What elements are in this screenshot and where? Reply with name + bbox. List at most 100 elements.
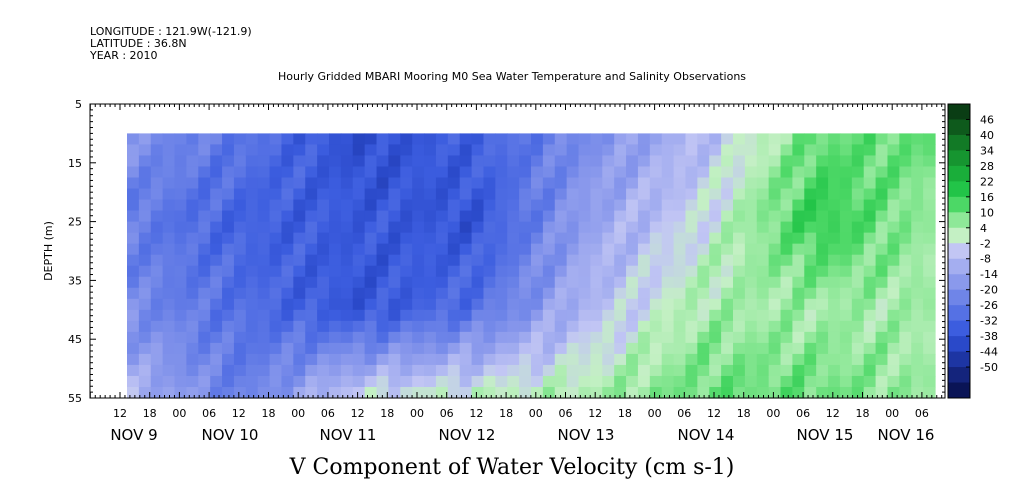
heatmap-cell (590, 331, 603, 344)
heatmap-cell (614, 133, 627, 146)
heatmap-cell (150, 188, 164, 201)
heatmap-cell (685, 287, 698, 300)
heatmap-cell (186, 199, 199, 212)
heatmap-cell (364, 353, 378, 366)
heatmap-cell (222, 342, 235, 355)
heatmap-cell (626, 353, 639, 366)
heatmap-cell (257, 375, 271, 388)
heatmap-cell (590, 276, 603, 289)
heatmap-cell (269, 353, 283, 366)
heatmap-cell (352, 276, 366, 289)
heatmap-cell (602, 309, 615, 322)
heatmap-cell (459, 320, 473, 333)
heatmap-cell (614, 221, 627, 234)
heatmap-cell (531, 188, 544, 201)
heatmap-cell (424, 199, 437, 212)
heatmap-cell (673, 210, 687, 223)
heatmap-cell (340, 309, 354, 322)
heatmap-cell (364, 331, 378, 344)
heatmap-cell (186, 364, 199, 377)
heatmap-cell (721, 309, 734, 322)
heatmap-cell (495, 342, 508, 355)
heatmap-cell (210, 188, 223, 201)
heatmap-cell (649, 342, 663, 355)
heatmap-cell (507, 287, 520, 300)
heatmap-cell (162, 155, 176, 168)
heatmap-cell (673, 254, 687, 267)
heatmap-cell (542, 144, 556, 157)
heatmap-cell (733, 166, 746, 179)
heatmap-cell (400, 155, 413, 168)
heatmap-cell (637, 243, 651, 256)
heatmap-cell (257, 254, 271, 267)
heatmap-cell (293, 309, 306, 322)
heatmap-cell (911, 254, 924, 267)
heatmap-cell (138, 188, 152, 201)
heatmap-cell (138, 166, 152, 179)
heatmap-cell (424, 353, 437, 366)
heatmap-cell (257, 276, 271, 289)
heatmap-cell (828, 210, 841, 223)
heatmap-cell (507, 331, 520, 344)
heatmap-cell (471, 320, 485, 333)
heatmap-cell (531, 166, 544, 179)
heatmap-cell (269, 243, 283, 256)
heatmap-cell (578, 375, 592, 388)
heatmap-cell (507, 265, 520, 278)
longitude-label: LONGITUDE : 121.9W(-121.9) (90, 25, 252, 38)
heatmap-cell (364, 144, 378, 157)
heatmap-cell (245, 375, 259, 388)
heatmap-cell (602, 276, 615, 289)
heatmap-cell (186, 353, 199, 366)
heatmap-cell (400, 364, 413, 377)
heatmap-cell (210, 133, 223, 146)
heatmap-cell (138, 155, 152, 168)
heatmap-cell (542, 265, 556, 278)
heatmap-cell (875, 386, 889, 399)
heatmap-cell (911, 133, 924, 146)
heatmap-cell (186, 276, 199, 289)
x-tick-label: 18 (499, 407, 513, 420)
heatmap-cell (614, 210, 627, 223)
heatmap-cell (162, 232, 176, 245)
heatmap-cell (768, 232, 782, 245)
heatmap-cell (554, 210, 568, 223)
heatmap-cell (590, 155, 603, 168)
heatmap-cell (269, 265, 283, 278)
heatmap-cell (293, 166, 306, 179)
heatmap-cell (352, 144, 366, 157)
heatmap-cell (590, 298, 603, 311)
heatmap-cell (661, 210, 675, 223)
heatmap-cell (531, 386, 544, 399)
heatmap-cell (233, 243, 247, 256)
heatmap-cell (614, 199, 627, 212)
heatmap-cell (174, 331, 188, 344)
heatmap-cell (198, 177, 211, 190)
heatmap-cell (222, 364, 235, 377)
heatmap-cell (447, 375, 461, 388)
heatmap-cell (495, 221, 508, 234)
heatmap-cell (839, 177, 853, 190)
heatmap-cell (768, 386, 782, 399)
heatmap-cell (578, 133, 592, 146)
heatmap-cell (233, 375, 247, 388)
heatmap-cell (233, 177, 247, 190)
heatmap-cell (792, 177, 805, 190)
heatmap-cell (162, 386, 176, 399)
heatmap-cell (733, 298, 746, 311)
heatmap-cell (435, 364, 449, 377)
heatmap-cell (554, 188, 568, 201)
heatmap-cell (412, 298, 425, 311)
heatmap-cell (566, 210, 580, 223)
x-tick-label: 00 (648, 407, 662, 420)
heatmap-cell (495, 375, 508, 388)
heatmap-cell (804, 320, 817, 333)
heatmap-cell (542, 386, 556, 399)
heatmap-cell (661, 386, 675, 399)
heatmap-cell (507, 386, 520, 399)
heatmap-cell (542, 276, 556, 289)
heatmap-cell (709, 188, 722, 201)
heatmap-cell (816, 276, 829, 289)
heatmap-cell (317, 210, 330, 223)
heatmap-cell (293, 386, 306, 399)
